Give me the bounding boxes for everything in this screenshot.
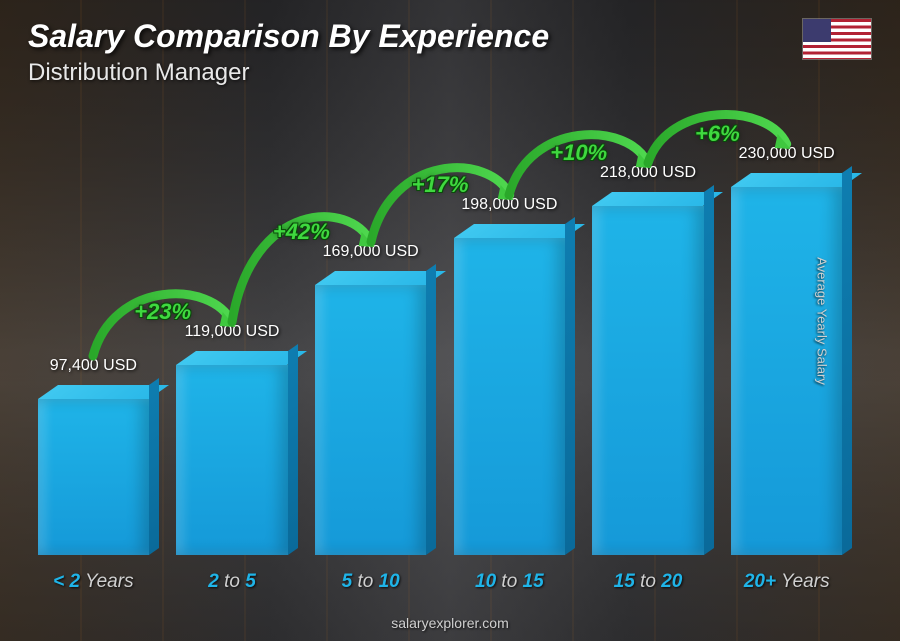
bar-value-label: 119,000 USD xyxy=(169,323,296,341)
x-axis-label: 10 to 15 xyxy=(446,571,573,593)
bar-3d xyxy=(30,399,157,555)
bar-front xyxy=(454,238,565,555)
y-axis-label: Average Yearly Salary xyxy=(815,257,830,385)
bar: 218,000 USD xyxy=(585,206,712,555)
country-flag-icon xyxy=(802,18,872,60)
bar: 230,000 USD xyxy=(723,187,850,555)
bar-value-label: 198,000 USD xyxy=(446,196,573,214)
bar: 97,400 USD xyxy=(30,399,157,555)
chart-subtitle: Distribution Manager xyxy=(28,59,872,87)
bar-group: 97,400 USD119,000 USD169,000 USD198,000 … xyxy=(30,155,850,555)
chart-title: Salary Comparison By Experience xyxy=(28,18,872,55)
x-axis-label: < 2 Years xyxy=(30,571,157,593)
bar-front xyxy=(38,399,149,555)
bar-3d xyxy=(307,285,434,555)
infographic-container: Salary Comparison By Experience Distribu… xyxy=(0,0,900,641)
x-axis-label: 5 to 10 xyxy=(307,571,434,593)
flag-canton xyxy=(803,19,831,42)
bar-front xyxy=(592,206,703,555)
bar: 198,000 USD xyxy=(446,238,573,555)
bar-side-face xyxy=(288,344,298,555)
bar-side-face xyxy=(565,217,575,555)
bar-side-face xyxy=(149,378,159,555)
bar-3d xyxy=(723,187,850,555)
bar-3d xyxy=(169,365,296,555)
bar-front xyxy=(315,285,426,555)
bar-value-label: 169,000 USD xyxy=(307,243,434,261)
header: Salary Comparison By Experience Distribu… xyxy=(28,18,872,87)
bar: 119,000 USD xyxy=(169,365,296,555)
percentage-value: +6% xyxy=(662,121,772,147)
bar-value-label: 218,000 USD xyxy=(585,164,712,182)
x-axis-label: 2 to 5 xyxy=(169,571,296,593)
x-axis-label: 15 to 20 xyxy=(585,571,712,593)
bar-3d xyxy=(446,238,573,555)
bar-side-face xyxy=(842,166,852,555)
bar-front xyxy=(176,365,287,555)
bar-value-label: 97,400 USD xyxy=(30,357,157,375)
footer-credit: salaryexplorer.com xyxy=(0,615,900,631)
bar-side-face xyxy=(426,264,436,555)
x-axis-labels: < 2 Years 2 to 5 5 to 10 10 to 15 15 to 20 20… xyxy=(30,571,850,593)
bar: 169,000 USD xyxy=(307,285,434,555)
x-axis-label: 20+ Years xyxy=(723,571,850,593)
bar-3d xyxy=(585,206,712,555)
bar-value-label: 230,000 USD xyxy=(723,145,850,163)
bar-side-face xyxy=(704,185,714,555)
chart-area: 97,400 USD119,000 USD169,000 USD198,000 … xyxy=(30,120,850,593)
